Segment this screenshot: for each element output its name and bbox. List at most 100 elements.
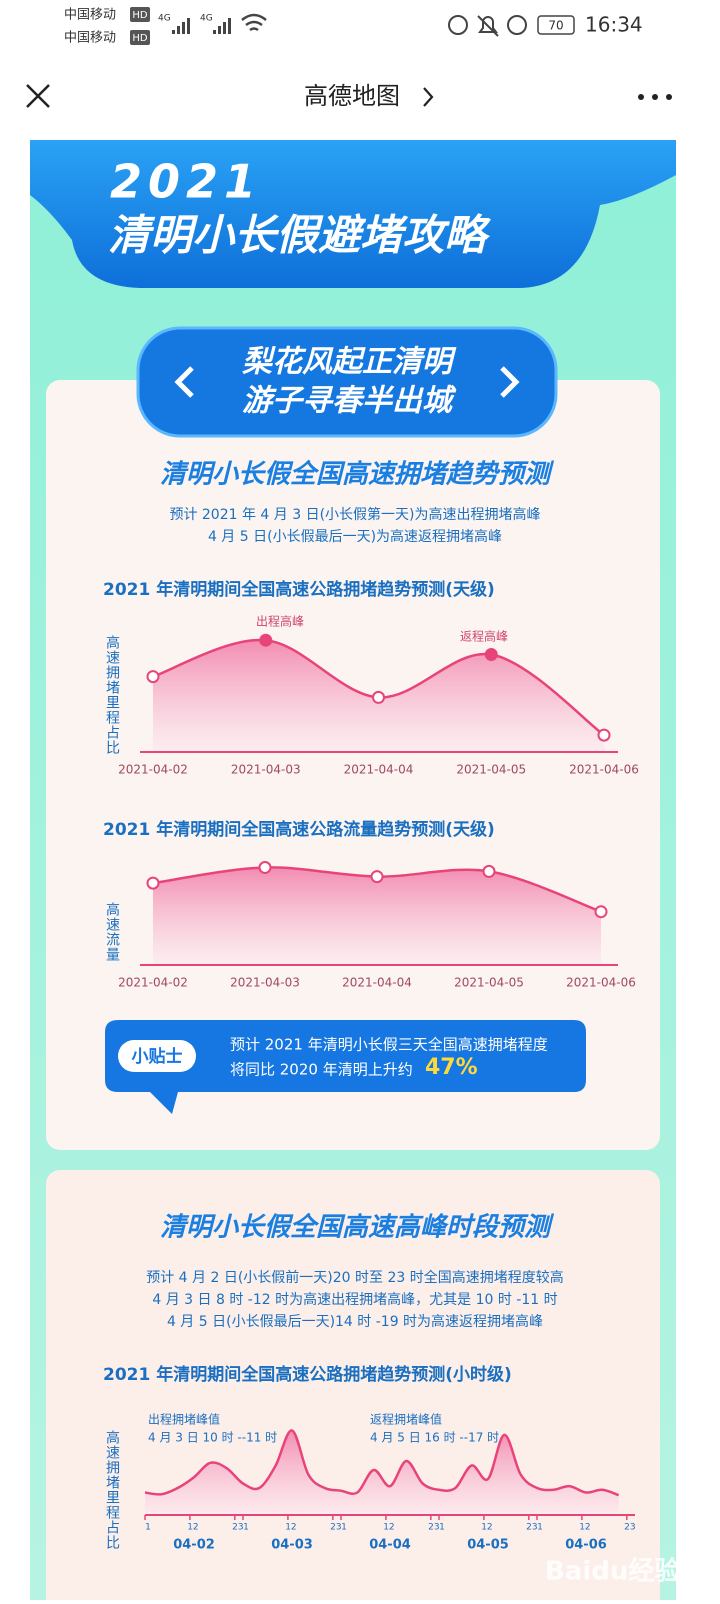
annotation: 出程高峰 <box>256 614 304 629</box>
x-tick-label: 1 <box>243 1523 249 1533</box>
annotation: 返程拥堵峰值 <box>370 1412 442 1427</box>
banner-title: 清明小长假避堵攻略 <box>108 211 491 260</box>
more-button[interactable] <box>638 94 672 100</box>
x-tick-label: 12 <box>187 1523 198 1533</box>
hd-badge <box>130 30 150 45</box>
point <box>259 633 273 647</box>
network: 4G <box>158 14 171 24</box>
signal-icon <box>172 18 231 34</box>
annotation: 4 月 3 日 10 时 --11 时 <box>148 1431 277 1445</box>
battery-icon <box>537 15 575 35</box>
point <box>258 861 272 874</box>
x-tick-label: 23 <box>624 1523 635 1533</box>
carrier: 中国移动 <box>64 31 116 46</box>
wifi-icon <box>241 13 267 32</box>
point <box>146 876 160 890</box>
chart-title: 2021 年清明期间全国高速公路拥堵趋势预测(小时级) <box>103 1364 512 1385</box>
x-tick-label: 23 <box>232 1523 243 1533</box>
tip-box <box>105 1020 586 1114</box>
day-label: 04-03 <box>271 1538 313 1553</box>
x-tick-label: 2021-04-04 <box>342 976 412 990</box>
x-tick-label: 1 <box>537 1523 543 1533</box>
section-text: 4 月 5 日(小长假最后一天)14 时 -19 时为高速返程拥堵高峰 <box>167 1313 543 1330</box>
section-text: 4 月 5 日(小长假最后一天)为高速返程拥堵高峰 <box>208 528 502 545</box>
x-tick-label: 2021-04-04 <box>344 763 414 777</box>
x-tick-label: 12 <box>285 1523 296 1533</box>
watermark: Baidu经验 <box>545 1556 680 1587</box>
section-heading: 清明小长假全国高速高峰时段预测 <box>160 1213 555 1243</box>
mute-icon <box>477 15 499 37</box>
banner <box>30 140 676 288</box>
section-heading: 清明小长假全国高速拥堵趋势预测 <box>160 460 555 490</box>
banner-year: 2021 <box>110 155 262 209</box>
annotation: 4 月 5 日 16 时 --17 时 <box>370 1431 499 1445</box>
x-tick-label: 12 <box>481 1523 492 1533</box>
hd: HD <box>132 33 148 44</box>
section-text: 预计 2021 年 4 月 3 日(小长假第一天)为高速出程拥堵高峰 <box>169 506 540 523</box>
area <box>153 639 604 752</box>
chart-title: 2021 年清明期间全国高速公路流量趋势预测(天级) <box>103 819 495 840</box>
status-bar: 中国移动 中国移动 HD HD 4G 4G 70 16:34 <box>64 7 643 46</box>
x-tick-label: 1 <box>341 1523 347 1533</box>
day-label: 04-02 <box>173 1538 215 1553</box>
nav-title[interactable]: 高德地图 <box>304 82 400 110</box>
battery: 70 <box>548 19 563 33</box>
x-tick-label: 2021-04-03 <box>231 763 301 777</box>
x-tick-label: 2021-04-02 <box>118 763 188 777</box>
section-text: 4 月 3 日 8 时 -12 时为高速出程拥堵高峰，尤其是 10 时 -11 … <box>152 1291 557 1308</box>
nav-chevron[interactable] <box>423 87 434 107</box>
x-tick-label: 2021-04-05 <box>454 976 524 990</box>
point <box>370 870 384 884</box>
alarm-icon <box>448 15 468 35</box>
tip-highlight: 47% <box>425 1055 478 1080</box>
x-tick-label: 2021-04-03 <box>230 976 300 990</box>
annotation: 出程拥堵峰值 <box>148 1412 220 1427</box>
y-axis-label: 高速拥堵里程占比 <box>104 1429 120 1550</box>
section-text: 预计 4 月 2 日(小长假前一天)20 时至 23 时全国高速拥堵程度较高 <box>146 1269 564 1286</box>
x-tick-label: 2021-04-05 <box>456 763 526 777</box>
speed-icon <box>507 15 527 35</box>
point <box>484 648 498 661</box>
hd: HD <box>132 10 148 21</box>
x-tick-label: 12 <box>579 1523 590 1533</box>
slogan-line: 游子寻春半出城 <box>242 384 457 419</box>
carrier: 中国移动 <box>64 8 116 23</box>
point <box>597 728 611 742</box>
slogan-chevrons <box>174 366 520 398</box>
x-tick-label: 23 <box>428 1523 439 1533</box>
y-axis-label: 高速流量 <box>104 901 120 962</box>
clock: 16:34 <box>585 13 643 37</box>
x-tick-label: 1 <box>439 1523 445 1533</box>
tip-text: 将同比 2020 年清明上升约 <box>230 1061 413 1079</box>
annotation: 返程高峰 <box>460 629 508 644</box>
point <box>482 864 496 878</box>
tip-badge-text: 小贴士 <box>132 1046 183 1067</box>
chart-title: 2021 年清明期间全国高速公路拥堵趋势预测(天级) <box>103 579 495 600</box>
day-label: 04-05 <box>467 1538 509 1553</box>
hd-badge <box>130 7 150 22</box>
network: 4G <box>200 14 213 24</box>
day-label: 04-04 <box>369 1538 411 1553</box>
tip-text: 预计 2021 年清明小长假三天全国高速拥堵程度 <box>230 1036 548 1054</box>
x-tick-label: 2021-04-02 <box>118 976 188 990</box>
x-tick-label: 23 <box>330 1523 341 1533</box>
tip-badge <box>118 1040 196 1072</box>
x-tick-label: 23 <box>526 1523 537 1533</box>
x-tick-label: 12 <box>383 1523 394 1533</box>
day-label: 04-06 <box>565 1538 607 1553</box>
x-tick-label: 2021-04-06 <box>569 763 639 777</box>
slogan-pill <box>136 326 558 438</box>
point <box>594 905 608 919</box>
point <box>146 670 160 684</box>
line <box>144 1429 620 1497</box>
area <box>153 867 601 965</box>
slogan-line: 梨花风起正清明 <box>242 345 457 380</box>
close-button[interactable] <box>26 84 50 108</box>
y-axis-label: 高速拥堵里程占比 <box>104 634 120 755</box>
point <box>372 690 385 704</box>
x-tick-label: 2021-04-06 <box>566 976 636 990</box>
area <box>145 1430 619 1515</box>
x-tick-label: 1 <box>145 1523 151 1533</box>
